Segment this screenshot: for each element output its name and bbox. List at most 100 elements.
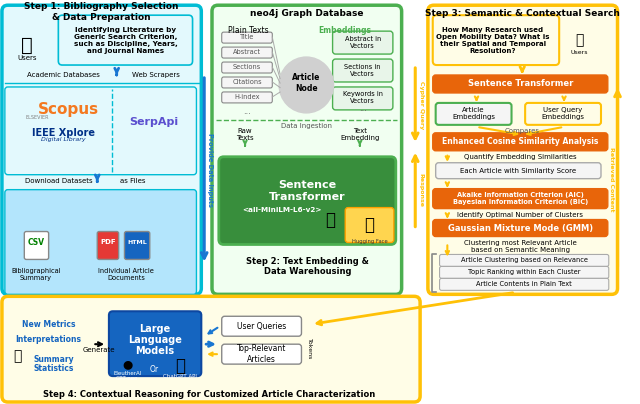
Text: Quantify Embedding Similarities: Quantify Embedding Similarities: [464, 154, 577, 160]
Text: Data Ingestion: Data Ingestion: [281, 123, 332, 129]
Text: Article Clustering based on Relevance: Article Clustering based on Relevance: [461, 257, 588, 263]
FancyBboxPatch shape: [221, 47, 272, 58]
FancyBboxPatch shape: [58, 15, 193, 65]
FancyBboxPatch shape: [333, 59, 393, 82]
FancyBboxPatch shape: [221, 77, 272, 88]
FancyBboxPatch shape: [221, 92, 272, 103]
FancyBboxPatch shape: [433, 133, 608, 151]
Text: Sentence: Sentence: [278, 180, 337, 189]
Text: Academic Databases: Academic Databases: [27, 72, 100, 78]
Text: ⚫: ⚫: [119, 357, 136, 376]
Text: Or: Or: [150, 364, 159, 374]
Text: Enhanced Cosine Similarity Analysis: Enhanced Cosine Similarity Analysis: [442, 137, 598, 146]
Text: Compares: Compares: [505, 128, 540, 134]
Text: HTML: HTML: [127, 240, 147, 245]
Text: Bibliographical
Summary: Bibliographical Summary: [11, 268, 61, 281]
FancyBboxPatch shape: [345, 208, 394, 242]
FancyBboxPatch shape: [2, 5, 202, 295]
Text: Clustering most Relevant Article
based on Semantic Meaning: Clustering most Relevant Article based o…: [464, 240, 577, 253]
Text: Sentence Transformer: Sentence Transformer: [468, 80, 573, 88]
Text: as Files: as Files: [120, 178, 146, 184]
Text: neo4j Graph Database: neo4j Graph Database: [250, 9, 363, 18]
Text: 🐍: 🐍: [326, 210, 335, 229]
Text: Scopus: Scopus: [38, 102, 99, 118]
Text: Article
Embeddings: Article Embeddings: [452, 107, 495, 120]
Text: Article Contents in Plain Text: Article Contents in Plain Text: [476, 281, 572, 287]
Text: 🤗: 🤗: [365, 216, 374, 234]
FancyBboxPatch shape: [436, 163, 601, 179]
Text: How Many Research used
Open Mobility Data? What is
their Spatial and Temporal
Re: How Many Research used Open Mobility Dat…: [436, 27, 550, 54]
Text: Step 2: Text Embedding &
Data Warehousing: Step 2: Text Embedding & Data Warehousin…: [246, 257, 369, 276]
Text: Abstract: Abstract: [233, 49, 261, 55]
Text: ...: ...: [243, 107, 251, 116]
Text: Interpretations: Interpretations: [15, 335, 82, 344]
FancyBboxPatch shape: [440, 255, 609, 266]
Text: ChatGPT API: ChatGPT API: [163, 374, 197, 379]
FancyBboxPatch shape: [24, 231, 49, 259]
FancyBboxPatch shape: [433, 189, 608, 208]
FancyBboxPatch shape: [525, 103, 601, 125]
Text: Sections: Sections: [233, 64, 261, 70]
Text: Embeddings: Embeddings: [319, 25, 372, 35]
Text: 👤: 👤: [21, 36, 33, 55]
Text: Akaike Information Criterion (AIC)
Bayesian Information Criterion (BIC): Akaike Information Criterion (AIC) Bayes…: [452, 192, 588, 205]
Text: Plain Texts: Plain Texts: [228, 25, 268, 35]
Text: User Query
Embeddings: User Query Embeddings: [541, 107, 584, 120]
Text: Identify Optimal Number of Clusters: Identify Optimal Number of Clusters: [457, 212, 583, 218]
Text: User Queries: User Queries: [237, 322, 286, 331]
Text: Users: Users: [571, 50, 588, 55]
FancyBboxPatch shape: [440, 278, 609, 290]
Text: Step 3: Semantic & Contextual Search: Step 3: Semantic & Contextual Search: [425, 9, 620, 18]
Text: Step 1: Bibliography Selection
& Data Preparation: Step 1: Bibliography Selection & Data Pr…: [24, 2, 179, 22]
Text: H-index: H-index: [234, 94, 260, 100]
FancyBboxPatch shape: [124, 231, 150, 259]
Text: Response: Response: [419, 173, 424, 207]
FancyBboxPatch shape: [2, 296, 420, 402]
FancyBboxPatch shape: [433, 15, 559, 65]
FancyBboxPatch shape: [436, 103, 511, 125]
Text: ...: ...: [359, 104, 367, 114]
FancyBboxPatch shape: [97, 231, 118, 259]
Text: Text
Embedding: Text Embedding: [340, 128, 380, 141]
Text: Web Scrapers: Web Scrapers: [132, 72, 180, 78]
Circle shape: [279, 57, 333, 113]
Text: EleutherAI
GPT-neo: EleutherAI GPT-neo: [113, 371, 141, 381]
Text: SerpApi: SerpApi: [129, 117, 178, 127]
Text: Each Article with Similarity Score: Each Article with Similarity Score: [460, 168, 577, 174]
FancyBboxPatch shape: [428, 5, 618, 295]
Text: Top-Relevant
Articles: Top-Relevant Articles: [237, 345, 286, 364]
Text: Title: Title: [240, 34, 254, 40]
Text: Abstract in
Vectors: Abstract in Vectors: [344, 36, 381, 48]
Text: Article
Node: Article Node: [292, 73, 321, 93]
Text: Digital Library: Digital Library: [41, 137, 86, 142]
Text: Individual Article
Documents: Individual Article Documents: [99, 268, 154, 281]
Text: Hugging Face: Hugging Face: [351, 239, 387, 244]
Text: Download Datasets: Download Datasets: [24, 178, 92, 184]
Text: Topic Ranking within Each Cluster: Topic Ranking within Each Cluster: [468, 269, 580, 276]
FancyBboxPatch shape: [219, 157, 396, 244]
Text: CSV: CSV: [28, 238, 45, 247]
Text: New Metrics: New Metrics: [22, 320, 76, 329]
FancyBboxPatch shape: [212, 5, 402, 295]
Text: Tokens: Tokens: [307, 339, 312, 360]
FancyBboxPatch shape: [333, 87, 393, 110]
Text: Cypher Query: Cypher Query: [419, 81, 424, 129]
Text: Provide Data Inputs: Provide Data Inputs: [207, 133, 213, 207]
FancyBboxPatch shape: [5, 87, 196, 175]
Text: 🤖: 🤖: [175, 357, 185, 375]
FancyBboxPatch shape: [221, 32, 272, 43]
Text: 📊: 📊: [13, 349, 22, 363]
Text: IEEE Xplore: IEEE Xplore: [32, 128, 95, 138]
Text: Generate: Generate: [83, 347, 115, 353]
FancyBboxPatch shape: [5, 189, 196, 295]
Text: Statistics: Statistics: [33, 364, 74, 372]
Text: <all-MiniLM-L6-v2>: <all-MiniLM-L6-v2>: [243, 206, 322, 213]
Text: Keywords in
Vectors: Keywords in Vectors: [343, 91, 383, 105]
Text: Sections in
Vectors: Sections in Vectors: [344, 63, 381, 76]
FancyBboxPatch shape: [221, 316, 301, 336]
Text: ELSEVIER: ELSEVIER: [25, 116, 49, 120]
Text: Users: Users: [17, 55, 37, 61]
Text: 👤: 👤: [575, 33, 584, 47]
Text: Gaussian Mixture Mode (GMM): Gaussian Mixture Mode (GMM): [448, 224, 593, 233]
Text: Raw
Texts: Raw Texts: [236, 128, 254, 141]
